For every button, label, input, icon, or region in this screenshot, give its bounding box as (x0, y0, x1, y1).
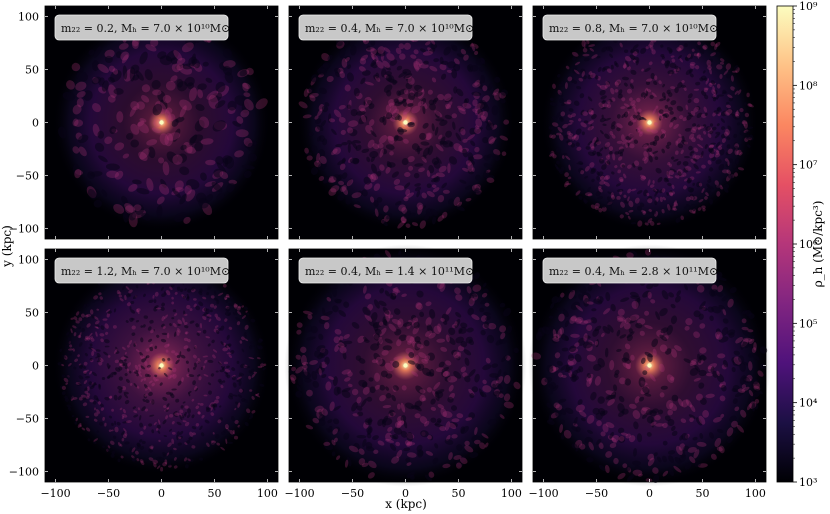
y-tick-label: 100 (18, 254, 39, 267)
panel-6: m₂₂ = 0.4, Mₕ = 2.8 × 10¹¹M⊙ (528, 244, 771, 487)
y-tick-label: 50 (25, 307, 39, 320)
panel-label-text: m₂₂ = 0.4, Mₕ = 1.4 × 10¹¹M⊙ (305, 265, 474, 278)
x-tick-label: −50 (97, 487, 120, 500)
panel-4: m₂₂ = 1.2, Mₕ = 7.0 × 10¹⁰M⊙ (44, 248, 279, 483)
panel-5: m₂₂ = 0.4, Mₕ = 1.4 × 10¹¹M⊙ (284, 244, 527, 487)
panel-2: m₂₂ = 0.4, Mₕ = 7.0 × 10¹⁰M⊙ (288, 5, 523, 240)
y-tick-labels: 100 50 0 −50 −100 100 50 0 −50 −100 (9, 11, 39, 479)
core-point (159, 120, 164, 125)
y-tick-label: −100 (9, 465, 39, 478)
panel-3: m₂₂ = 0.8, Mₕ = 7.0 × 10¹⁰M⊙ (532, 5, 767, 240)
colorbar-gradient (776, 5, 794, 483)
x-tick-label: 50 (695, 487, 709, 500)
panel-label-text: m₂₂ = 1.2, Mₕ = 7.0 × 10¹⁰M⊙ (61, 265, 230, 278)
colorbar-tick-label: 10⁵ (799, 317, 817, 330)
x-tick-label: 50 (451, 487, 465, 500)
y-tick-label: 100 (18, 11, 39, 24)
panel-label: m₂₂ = 0.4, Mₕ = 1.4 × 10¹¹M⊙ (298, 257, 474, 284)
x-tick-label: −50 (585, 487, 608, 500)
granule-field (57, 259, 267, 472)
x-tick-label: 0 (402, 487, 409, 500)
y-axis-label: y (kpc) (0, 225, 14, 268)
core-point (647, 120, 652, 125)
panel-label: m₂₂ = 0.4, Mₕ = 7.0 × 10¹⁰M⊙ (298, 14, 474, 41)
colorbar-tick-label: 10⁹ (799, 0, 818, 13)
y-tick-label: 0 (32, 117, 39, 130)
panel-label-text: m₂₂ = 0.2, Mₕ = 7.0 × 10¹⁰M⊙ (61, 22, 230, 35)
colorbar-tick-label: 10³ (799, 476, 817, 489)
y-tick-label: −50 (16, 169, 39, 182)
panel-label-text: m₂₂ = 0.4, Mₕ = 7.0 × 10¹⁰M⊙ (305, 22, 474, 35)
core-point (159, 363, 164, 368)
panel-label-text: m₂₂ = 0.8, Mₕ = 7.0 × 10¹⁰M⊙ (549, 22, 718, 35)
x-tick-label: −100 (284, 487, 314, 500)
x-tick-label: −100 (528, 487, 558, 500)
x-axis-label: x (kpc) (385, 497, 427, 511)
core-point (403, 120, 408, 125)
x-tick-label: −50 (341, 487, 364, 500)
panel-label: m₂₂ = 0.2, Mₕ = 7.0 × 10¹⁰M⊙ (54, 14, 230, 41)
y-tick-label: −50 (16, 412, 39, 425)
core-point (647, 363, 652, 368)
panel-grid: m₂₂ = 0.2, Mₕ = 7.0 × 10¹⁰M⊙ m₂₂ = 0.4, M… (44, 5, 771, 487)
panel-label: m₂₂ = 0.4, Mₕ = 2.8 × 10¹¹M⊙ (542, 257, 718, 284)
panel-label: m₂₂ = 1.2, Mₕ = 7.0 × 10¹⁰M⊙ (54, 257, 230, 284)
granule-field (58, 16, 268, 228)
granule-field (298, 17, 510, 229)
x-tick-label: −100 (40, 487, 70, 500)
y-tick-label: 0 (32, 360, 39, 373)
x-tick-label: 0 (158, 487, 165, 500)
panel-label: m₂₂ = 0.8, Mₕ = 7.0 × 10¹⁰M⊙ (542, 14, 718, 41)
x-tick-label: 100 (501, 487, 522, 500)
x-tick-label: 100 (745, 487, 766, 500)
colorbar-tick-label: 10⁸ (799, 79, 818, 92)
colorbar: 10³ 10⁴ 10⁵ 10⁶ 10⁷ 10⁸ 10⁹ ρ_h (M⊙/kpc³) (776, 0, 825, 489)
colorbar-tick-label: 10⁴ (799, 397, 818, 410)
y-tick-label: −100 (9, 222, 39, 235)
colorbar-label: ρ_h (M⊙/kpc³) (811, 201, 825, 288)
x-tick-labels: −100 −50 0 50 100 −100 −50 0 50 100 −100 −50 0 50 100 (40, 487, 765, 500)
x-tick-label: 0 (646, 487, 653, 500)
colorbar-ticks: 10³ 10⁴ 10⁵ 10⁶ 10⁷ 10⁸ 10⁹ (793, 0, 818, 489)
x-tick-label: 50 (207, 487, 221, 500)
core-point (403, 363, 408, 368)
y-tick-label: 50 (25, 64, 39, 77)
x-tick-label: 100 (257, 487, 278, 500)
panel-1: m₂₂ = 0.2, Mₕ = 7.0 × 10¹⁰M⊙ (44, 5, 279, 240)
colorbar-tick-label: 10⁶ (799, 238, 818, 251)
colorbar-tick-label: 10⁷ (799, 159, 818, 172)
granule-field (288, 250, 521, 481)
panel-label-text: m₂₂ = 0.4, Mₕ = 2.8 × 10¹¹M⊙ (549, 265, 718, 278)
